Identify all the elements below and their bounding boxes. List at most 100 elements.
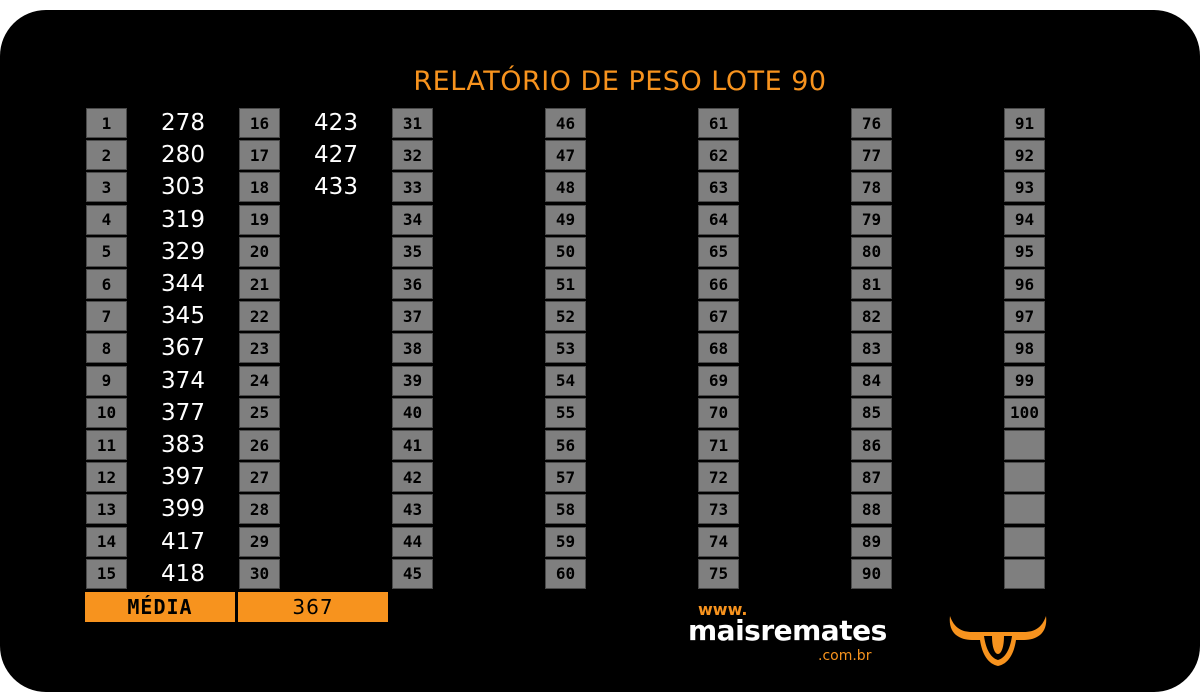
cell-number: 74 — [698, 526, 739, 557]
cell-weight: 374 — [161, 367, 205, 394]
cell-number: 12 — [86, 462, 127, 493]
cell-weight: 433 — [314, 174, 358, 201]
average-label: MÉDIA — [85, 592, 235, 622]
cell-number: 34 — [392, 204, 433, 235]
cell-number: 15 — [86, 558, 127, 589]
bull-head-icon — [949, 616, 1047, 666]
cell-number: 84 — [851, 365, 892, 396]
cell-number: 25 — [239, 397, 280, 428]
cell-number: 83 — [851, 333, 892, 364]
cell-number: 21 — [239, 269, 280, 299]
cell-number: 57 — [545, 462, 586, 493]
cell-number: 55 — [545, 397, 586, 428]
logo-name: maisremates — [688, 614, 887, 647]
average-value: 367 — [238, 592, 388, 622]
cell-number: 11 — [86, 430, 127, 460]
cell-number: 51 — [545, 269, 586, 299]
cell-number: 77 — [851, 140, 892, 171]
cell-number — [1004, 526, 1045, 557]
cell-number: 68 — [698, 333, 739, 364]
cell-number: 87 — [851, 462, 892, 493]
cell-number: 1 — [86, 108, 127, 138]
cell-number: 89 — [851, 526, 892, 557]
cell-number: 91 — [1004, 108, 1045, 138]
cell-number: 88 — [851, 494, 892, 525]
cell-number — [1004, 430, 1045, 460]
cell-number: 62 — [698, 140, 739, 171]
cell-number: 30 — [239, 558, 280, 589]
cell-number: 75 — [698, 558, 739, 589]
cell-number: 20 — [239, 236, 280, 267]
cell-number: 31 — [392, 108, 433, 138]
cell-number: 28 — [239, 494, 280, 525]
cell-weight: 367 — [161, 335, 205, 362]
cell-number: 93 — [1004, 172, 1045, 203]
cell-number: 7 — [86, 301, 127, 332]
cell-weight: 427 — [314, 142, 358, 169]
cell-number: 61 — [698, 108, 739, 138]
cell-number: 13 — [86, 494, 127, 525]
cell-number: 39 — [392, 365, 433, 396]
cell-number: 80 — [851, 236, 892, 267]
cell-number: 92 — [1004, 140, 1045, 171]
cell-number: 29 — [239, 526, 280, 557]
cell-number: 94 — [1004, 204, 1045, 235]
cell-number: 69 — [698, 365, 739, 396]
cell-number: 71 — [698, 430, 739, 460]
cell-number: 46 — [545, 108, 586, 138]
cell-number: 43 — [392, 494, 433, 525]
cell-number: 44 — [392, 526, 433, 557]
cell-number: 3 — [86, 172, 127, 203]
cell-number: 2 — [86, 140, 127, 171]
cell-number: 18 — [239, 172, 280, 203]
cell-number: 66 — [698, 269, 739, 299]
logo-www: www. — [698, 600, 748, 619]
cell-number: 96 — [1004, 269, 1045, 299]
cell-number: 70 — [698, 397, 739, 428]
cell-number: 48 — [545, 172, 586, 203]
cell-weight: 377 — [161, 399, 205, 426]
cell-number: 54 — [545, 365, 586, 396]
cell-number: 95 — [1004, 236, 1045, 267]
cell-number: 14 — [86, 526, 127, 557]
cell-number: 23 — [239, 333, 280, 364]
cell-number: 86 — [851, 430, 892, 460]
cell-number: 53 — [545, 333, 586, 364]
cell-number: 5 — [86, 236, 127, 267]
report-panel — [0, 10, 1200, 692]
cell-weight: 329 — [161, 238, 205, 265]
cell-number: 49 — [545, 204, 586, 235]
logo-domain: .com.br — [818, 648, 872, 664]
cell-number: 59 — [545, 526, 586, 557]
cell-number: 42 — [392, 462, 433, 493]
cell-number: 16 — [239, 108, 280, 138]
cell-number: 97 — [1004, 301, 1045, 332]
cell-weight: 417 — [161, 528, 205, 555]
cell-number — [1004, 462, 1045, 493]
cell-number: 98 — [1004, 333, 1045, 364]
cell-number: 56 — [545, 430, 586, 460]
cell-number: 72 — [698, 462, 739, 493]
cell-weight: 345 — [161, 303, 205, 330]
cell-weight: 399 — [161, 496, 205, 523]
cell-weight: 418 — [161, 560, 205, 587]
cell-number — [1004, 494, 1045, 525]
cell-number: 41 — [392, 430, 433, 460]
cell-number: 47 — [545, 140, 586, 171]
cell-number: 82 — [851, 301, 892, 332]
cell-number: 45 — [392, 558, 433, 589]
report-title: RELATÓRIO DE PESO LOTE 90 — [413, 66, 827, 97]
cell-number: 37 — [392, 301, 433, 332]
cell-number: 100 — [1004, 397, 1045, 428]
cell-number: 50 — [545, 236, 586, 267]
cell-weight: 278 — [161, 110, 205, 136]
cell-number: 32 — [392, 140, 433, 171]
cell-number: 58 — [545, 494, 586, 525]
cell-number: 67 — [698, 301, 739, 332]
cell-number: 64 — [698, 204, 739, 235]
cell-number: 73 — [698, 494, 739, 525]
cell-weight: 303 — [161, 174, 205, 201]
cell-number: 4 — [86, 204, 127, 235]
cell-number: 85 — [851, 397, 892, 428]
